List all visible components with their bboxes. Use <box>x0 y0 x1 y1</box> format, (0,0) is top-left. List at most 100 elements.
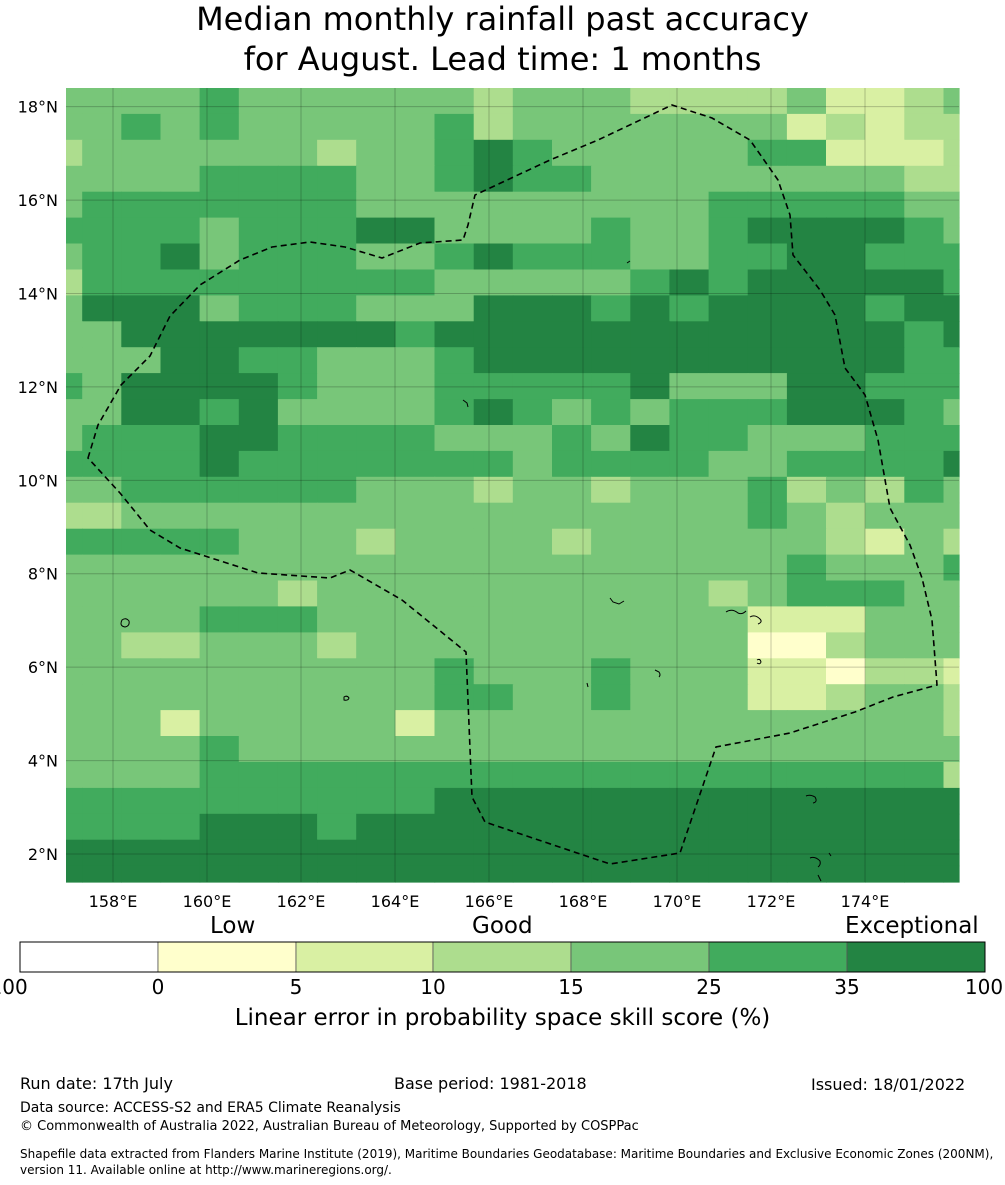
grid-cell <box>669 476 710 504</box>
grid-cell <box>786 217 827 245</box>
grid-cell <box>199 113 240 141</box>
grid-cell <box>160 243 201 270</box>
latitude-tick-label: 6°N <box>28 658 58 677</box>
grid-cell <box>943 813 960 841</box>
grid-cell <box>395 321 436 348</box>
grid-cell <box>317 787 357 815</box>
grid-cell <box>747 813 788 841</box>
grid-cell <box>356 269 396 296</box>
grid-cell <box>786 839 827 867</box>
grid-cell <box>317 399 357 426</box>
grid-cell <box>199 554 240 582</box>
grid-cell <box>121 736 162 763</box>
grid-cell <box>786 684 827 711</box>
grid-cell <box>473 736 514 763</box>
grid-cell <box>121 658 162 685</box>
grid-cell <box>160 425 201 452</box>
grid-cell <box>826 269 866 296</box>
grid-cell <box>904 321 945 348</box>
grid-cell <box>82 554 122 582</box>
grid-cell <box>904 217 945 245</box>
grid-cell <box>591 269 631 296</box>
grid-cell <box>82 165 122 193</box>
grid-cell <box>826 762 866 789</box>
grid-cell <box>904 554 945 582</box>
grid-cell <box>865 88 905 115</box>
grid-cell <box>395 295 436 322</box>
grid-cell <box>512 295 553 322</box>
grid-cell <box>160 632 201 659</box>
base-period: Base period: 1981-2018 <box>394 1074 587 1093</box>
grid-cell <box>434 606 475 633</box>
grid-cell <box>160 476 201 504</box>
grid-cell <box>66 191 83 219</box>
grid-cell <box>434 295 475 322</box>
grid-cell <box>66 736 83 763</box>
grid-cell <box>865 321 905 348</box>
grid-cell <box>826 165 866 193</box>
grid-cell <box>356 762 396 789</box>
grid-cell <box>826 554 866 582</box>
grid-cell <box>669 787 710 815</box>
grid-cell <box>669 865 710 883</box>
grid-cell <box>943 425 960 452</box>
grid-cell <box>277 217 318 245</box>
grid-cell <box>238 839 279 867</box>
grid-cell <box>199 347 240 374</box>
grid-cell <box>786 710 827 737</box>
grid-cell <box>160 347 201 374</box>
grid-cell <box>630 347 671 374</box>
grid-cell <box>160 191 201 219</box>
grid-cell <box>904 839 945 867</box>
grid-cell <box>865 373 905 400</box>
grid-cell <box>238 658 279 685</box>
grid-cell <box>904 813 945 841</box>
grid-cell <box>82 684 122 711</box>
colorbar-title: Linear error in probability space skill … <box>234 1005 771 1031</box>
map-title-line2: for August. Lead time: 1 months <box>243 40 762 78</box>
grid-cell <box>82 606 122 633</box>
grid-cell <box>552 606 592 633</box>
grid-cell <box>591 217 631 245</box>
grid-cell <box>238 165 279 193</box>
grid-cell <box>708 425 749 452</box>
grid-cell <box>199 580 240 607</box>
grid-cell <box>786 813 827 841</box>
grid-cell <box>826 295 866 322</box>
grid-cell <box>395 710 436 737</box>
grid-cell <box>591 554 631 582</box>
grid-cell <box>786 450 827 478</box>
grid-cell <box>238 736 279 763</box>
grid-cell <box>277 399 318 426</box>
grid-cell <box>630 710 671 737</box>
grid-cell <box>512 580 553 607</box>
grid-cell <box>121 450 162 478</box>
grid-cell <box>277 606 318 633</box>
grid-cell <box>356 813 396 841</box>
grid-cell <box>826 528 866 556</box>
grid-cell <box>66 139 83 167</box>
grid-cell <box>434 113 475 141</box>
grid-cell <box>434 347 475 374</box>
grid-cell <box>277 113 318 141</box>
grid-cell <box>552 476 592 504</box>
grid-cell <box>943 217 960 245</box>
grid-cell <box>66 269 83 296</box>
grid-cell <box>356 373 396 400</box>
grid-cell <box>199 762 240 789</box>
grid-cell <box>434 632 475 659</box>
grid-cell <box>591 736 631 763</box>
grid-cell <box>473 787 514 815</box>
grid-cell <box>395 787 436 815</box>
grid-cell <box>199 839 240 867</box>
grid-cell <box>865 450 905 478</box>
grid-cell <box>395 113 436 141</box>
grid-cell <box>121 165 162 193</box>
grid-cell <box>395 528 436 556</box>
grid-cell <box>943 191 960 219</box>
grid-cell <box>552 347 592 374</box>
grid-cell <box>904 865 945 883</box>
grid-cell <box>82 632 122 659</box>
grid-cell <box>317 243 357 270</box>
